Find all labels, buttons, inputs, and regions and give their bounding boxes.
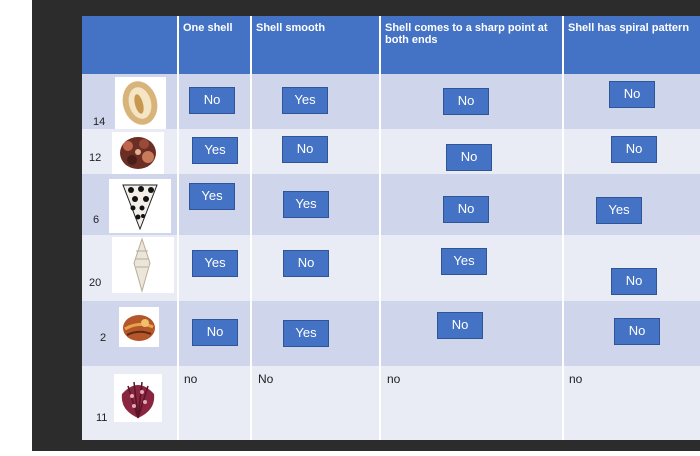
cell-one-shell: Yes — [189, 183, 235, 210]
cell-spiral: No — [614, 318, 660, 345]
cell-sharp-point: no — [387, 372, 401, 386]
row-bg-1 — [82, 74, 700, 129]
cell-one-shell: Yes — [192, 250, 238, 277]
cell-smooth: Yes — [282, 87, 328, 114]
cell-spiral: Yes — [596, 197, 642, 224]
column-divider — [562, 16, 564, 440]
cell-one-shell: Yes — [192, 137, 238, 164]
cell-spiral: no — [569, 372, 583, 386]
header-shell-smooth: Shell smooth — [251, 16, 380, 74]
row-bg-2 — [82, 129, 700, 174]
screen-frame: One shell Shell smooth Shell comes to a … — [32, 0, 700, 451]
cell-sharp-point: No — [437, 312, 483, 339]
cell-smooth: Yes — [283, 191, 329, 218]
cell-sharp-point: No — [443, 196, 489, 223]
cell-spiral: No — [611, 136, 657, 163]
row-number: 2 — [100, 332, 107, 344]
spotted-cone-shell-icon — [109, 179, 171, 233]
shell-table: One shell Shell smooth Shell comes to a … — [82, 16, 700, 440]
cell-one-shell: no — [184, 372, 198, 386]
header-one-shell: One shell — [178, 16, 251, 74]
cell-smooth: No — [258, 372, 274, 386]
column-divider — [250, 16, 252, 440]
cell-sharp-point: Yes — [441, 248, 487, 275]
cell-one-shell: No — [189, 87, 235, 114]
row-bg-5 — [82, 301, 700, 366]
cell-sharp-point: No — [446, 144, 492, 171]
row-number: 6 — [93, 214, 100, 226]
header-blank — [82, 16, 178, 74]
cell-one-shell: No — [192, 319, 238, 346]
cell-sharp-point: No — [443, 88, 489, 115]
header-spiral-pattern: Shell has spiral pattern — [563, 16, 700, 74]
row-number: 11 — [96, 412, 108, 424]
row-number: 20 — [89, 277, 102, 289]
cell-smooth: No — [283, 250, 329, 277]
cell-spiral: No — [611, 268, 657, 295]
cell-smooth: No — [282, 136, 328, 163]
snail-shell-icon — [119, 307, 159, 347]
spindle-shell-icon — [112, 237, 174, 293]
row-bg-4 — [82, 235, 700, 301]
row-bg-6 — [82, 366, 700, 440]
cell-smooth: Yes — [283, 320, 329, 347]
column-divider — [177, 16, 179, 440]
column-divider — [379, 16, 381, 440]
header-sharp-point: Shell comes to a sharp point at both end… — [380, 16, 563, 74]
row-number: 12 — [89, 152, 102, 164]
scallop-shell-icon — [114, 374, 162, 422]
murex-shell-icon — [112, 132, 164, 174]
row-number: 14 — [93, 116, 106, 128]
cone-shell-icon — [115, 77, 166, 129]
cell-spiral: No — [609, 81, 655, 108]
